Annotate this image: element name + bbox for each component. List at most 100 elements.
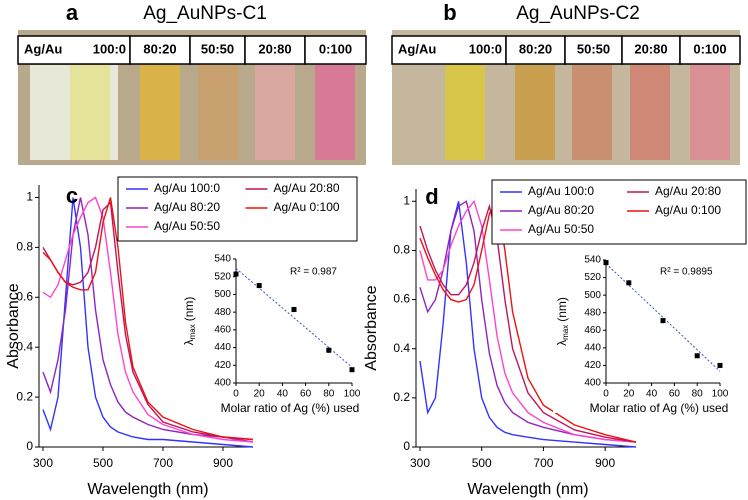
y-tick-label: 480 (584, 307, 601, 318)
vial (255, 65, 295, 160)
x-tick-label: 700 (153, 456, 173, 470)
legend-label: Ag/Au 100:0 (154, 181, 220, 195)
x-tick-label: 80 (323, 389, 335, 400)
y-tick-label: 520 (584, 272, 601, 283)
y-tick-label: 460 (214, 324, 231, 335)
y-tick-label: 420 (584, 360, 601, 371)
y-tick-label: 0.4 (16, 339, 33, 353)
y-tick-label: 520 (214, 271, 231, 282)
legend-label: Ag/Au 50:50 (154, 219, 220, 233)
point (233, 271, 239, 277)
y-tick-label: 0.6 (16, 289, 33, 303)
header-label: 50:50 (201, 41, 234, 56)
inset-bg (553, 252, 732, 413)
vial (690, 65, 730, 160)
x-axis-label: Molar ratio of Ag (%) used (590, 401, 729, 415)
y-tick-label: 400 (584, 378, 601, 389)
y-tick-label: 420 (214, 360, 231, 371)
vial (630, 65, 670, 160)
header-label: 50:50 (577, 41, 610, 56)
vial (572, 65, 612, 160)
vial (515, 65, 555, 160)
y-tick-label: 0.6 (393, 292, 410, 306)
vial (140, 65, 180, 160)
header-cell (564, 35, 623, 65)
panel-title: Ag_AuNPs-C1 (143, 3, 267, 24)
header-label: 20:80 (258, 41, 291, 56)
x-tick-label: 0 (603, 389, 609, 400)
x-tick-label: 300 (33, 456, 53, 470)
header-label: Ag/Au (24, 41, 62, 56)
x-tick-label: 60 (300, 389, 312, 400)
point (349, 367, 355, 373)
y-tick-label: 440 (584, 342, 601, 353)
legend-label: Ag/Au 80:20 (154, 200, 220, 214)
x-axis-label: Molar ratio of Ag (%) used (221, 401, 360, 415)
header-cell (17, 35, 131, 65)
y-tick-label: 0.4 (393, 341, 410, 355)
y-label-sub: max (561, 325, 570, 340)
x-tick-label: 700 (533, 456, 553, 470)
point (626, 280, 632, 286)
header-label: 100:0 (469, 41, 502, 56)
y-axis-label: λmax (nm) (555, 297, 570, 346)
header-cell (244, 35, 306, 65)
x-axis-label: Wavelength (nm) (467, 481, 588, 498)
panel-label: d (425, 184, 438, 209)
point (603, 260, 609, 266)
legend-label: Ag/Au 100:0 (528, 184, 594, 198)
point (291, 306, 297, 312)
header-cell (189, 35, 246, 65)
y-tick-label: 1 (26, 190, 33, 204)
panel-label: a (66, 0, 79, 25)
y-label-unit: (nm) (182, 297, 196, 322)
y-tick-label: 540 (584, 255, 601, 266)
inset-bg (180, 251, 364, 413)
legend-box (117, 176, 358, 242)
y-tick-label: 500 (584, 290, 601, 301)
legend-label: Ag/Au 50:50 (528, 222, 594, 236)
panel-title: Ag_AuNPs-C2 (516, 3, 640, 24)
vial (315, 65, 355, 160)
header-label: 80:20 (519, 41, 552, 56)
point (256, 283, 262, 289)
x-tick-label: 60 (669, 389, 681, 400)
x-tick-label: 40 (646, 389, 658, 400)
spectrum-line (42, 197, 254, 441)
y-tick-label: 460 (584, 325, 601, 336)
y-tick-label: 440 (214, 342, 231, 353)
annotation: R² = 0.987 (290, 267, 337, 278)
y-tick-label: 0.2 (393, 390, 410, 404)
header-label: 0:100 (693, 41, 726, 56)
legend-box (491, 179, 747, 245)
y-tick-label: 1 (403, 193, 410, 207)
header-cell (679, 35, 741, 65)
spectrum-line (42, 197, 254, 443)
x-tick-label: 80 (692, 389, 704, 400)
point (694, 353, 700, 359)
header-label: 100:0 (93, 41, 126, 56)
y-label-unit: (nm) (555, 297, 569, 322)
legend-label: Ag/Au 80:20 (528, 203, 594, 217)
spectrum-line (419, 200, 637, 443)
x-tick-label: 500 (472, 456, 492, 470)
spectrum-line (42, 196, 254, 443)
x-tick-label: 0 (233, 389, 239, 400)
y-tick-label: 0 (403, 439, 410, 453)
header-label: Ag/Au (398, 41, 436, 56)
y-tick-label: 540 (214, 254, 231, 265)
spectrum-line (419, 199, 637, 443)
legend-label: Ag/Au 20:80 (274, 181, 340, 195)
point (326, 347, 332, 353)
trendline (235, 268, 353, 368)
vial (70, 65, 110, 160)
spectrum-line (419, 201, 637, 448)
x-tick-label: 100 (712, 389, 729, 400)
x-tick-label: 300 (410, 456, 430, 470)
x-tick-label: 900 (213, 456, 233, 470)
vial (198, 65, 238, 160)
y-tick-label: 0 (26, 439, 33, 453)
point (660, 318, 666, 324)
legend-label: Ag/Au 0:100 (274, 200, 340, 214)
